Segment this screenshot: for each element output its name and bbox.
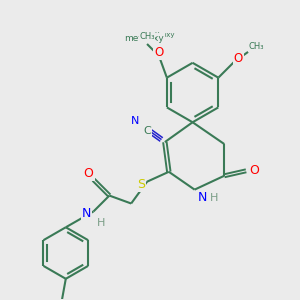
- Text: N: N: [131, 116, 139, 126]
- Text: N: N: [198, 191, 207, 204]
- Text: S: S: [137, 178, 145, 191]
- Text: O: O: [84, 167, 94, 180]
- Text: O: O: [233, 52, 243, 65]
- Text: N: N: [82, 207, 91, 220]
- Text: O: O: [154, 46, 164, 59]
- Text: methoxy: methoxy: [144, 32, 175, 38]
- Text: CH₃: CH₃: [248, 43, 264, 52]
- Text: CH₃: CH₃: [139, 32, 155, 40]
- Text: H: H: [97, 218, 106, 228]
- Text: methoxy: methoxy: [124, 34, 164, 43]
- Text: O: O: [249, 164, 259, 177]
- Text: H: H: [210, 193, 219, 202]
- Text: C: C: [143, 126, 151, 136]
